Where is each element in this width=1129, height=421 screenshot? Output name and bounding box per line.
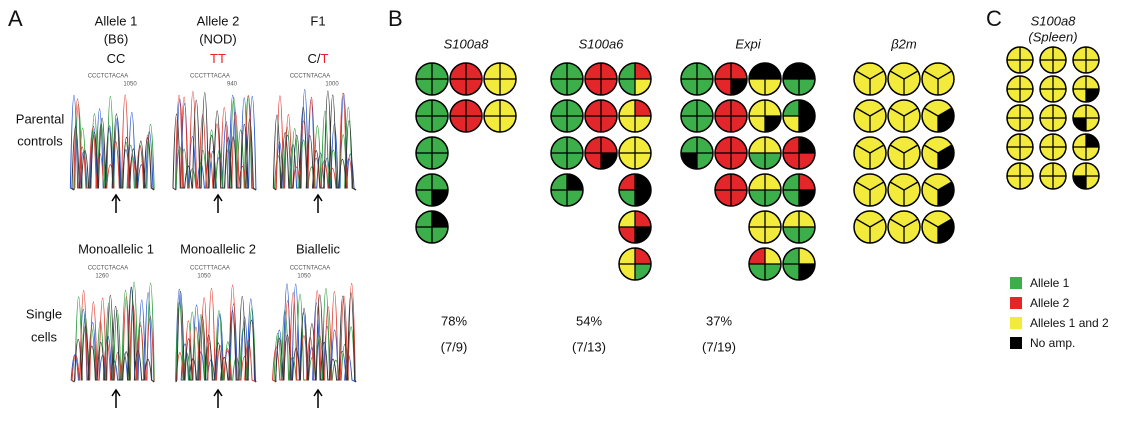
percent: 54%	[576, 313, 602, 328]
row-label: cells	[31, 329, 58, 344]
row-label: Parental	[16, 111, 65, 126]
genotype-part: T	[321, 51, 329, 66]
gene-title: S100a8	[444, 36, 490, 51]
legend-swatch	[1010, 297, 1022, 309]
fraction: (7/19)	[702, 339, 736, 354]
sequence: CCCTNTACAA	[290, 74, 331, 80]
genotype: CC	[107, 51, 126, 66]
genotype: C/T	[308, 51, 329, 66]
sequence: CCCTCTACAA	[88, 266, 129, 272]
sequence: 1000	[325, 82, 339, 88]
legend-swatch	[1010, 317, 1022, 329]
percent: 78%	[441, 313, 467, 328]
panel-title: (Spleen)	[1028, 29, 1077, 44]
genotype: TT	[210, 51, 226, 66]
sample-title: Monoallelic 1	[78, 241, 154, 256]
gene-title: S100a6	[579, 36, 625, 51]
legend-label: No amp.	[1030, 336, 1075, 350]
panel-label: A	[8, 6, 23, 31]
sample-title: Monoallelic 2	[180, 241, 256, 256]
legend-swatch	[1010, 337, 1022, 349]
sequence: CCCTCTACAA	[88, 74, 129, 80]
sample-title: (NOD)	[199, 31, 237, 46]
panel-label: C	[986, 6, 1002, 31]
row-label: Single	[26, 306, 62, 321]
gene-title: Expi	[735, 36, 761, 51]
genotype-part: CC	[107, 51, 126, 66]
legend-label: Allele 2	[1030, 296, 1070, 310]
sequence: CCCTNTACAA	[290, 266, 331, 272]
percent: 37%	[706, 313, 732, 328]
fraction: (7/9)	[441, 339, 468, 354]
sequence: 940	[227, 82, 238, 88]
fraction: (7/13)	[572, 339, 606, 354]
sequence: 1050	[297, 274, 311, 280]
sequence: 1050	[197, 274, 211, 280]
sample-title: F1	[310, 13, 325, 28]
sample-title: Biallelic	[296, 241, 341, 256]
sample-title: (B6)	[104, 31, 129, 46]
sample-title: Allele 1	[95, 13, 138, 28]
sequence: 1260	[95, 274, 109, 280]
panel-title: S100a8	[1031, 13, 1077, 28]
gene-title: β2m	[890, 36, 917, 51]
legend-swatch	[1010, 277, 1022, 289]
genotype-part: TT	[210, 51, 226, 66]
figure: A B C Parental controls Single cells S10…	[0, 0, 1129, 416]
genotype-part: C/	[308, 51, 321, 66]
sequence: 1050	[123, 82, 137, 88]
legend-label: Allele 1	[1030, 276, 1070, 290]
sample-title: Allele 2	[197, 13, 240, 28]
panel-label: B	[388, 6, 403, 31]
row-label: controls	[17, 133, 63, 148]
sequence: CCCTTTACAA	[190, 74, 230, 80]
sequence: CCCTTTACAA	[190, 266, 230, 272]
legend-label: Alleles 1 and 2	[1030, 316, 1109, 330]
